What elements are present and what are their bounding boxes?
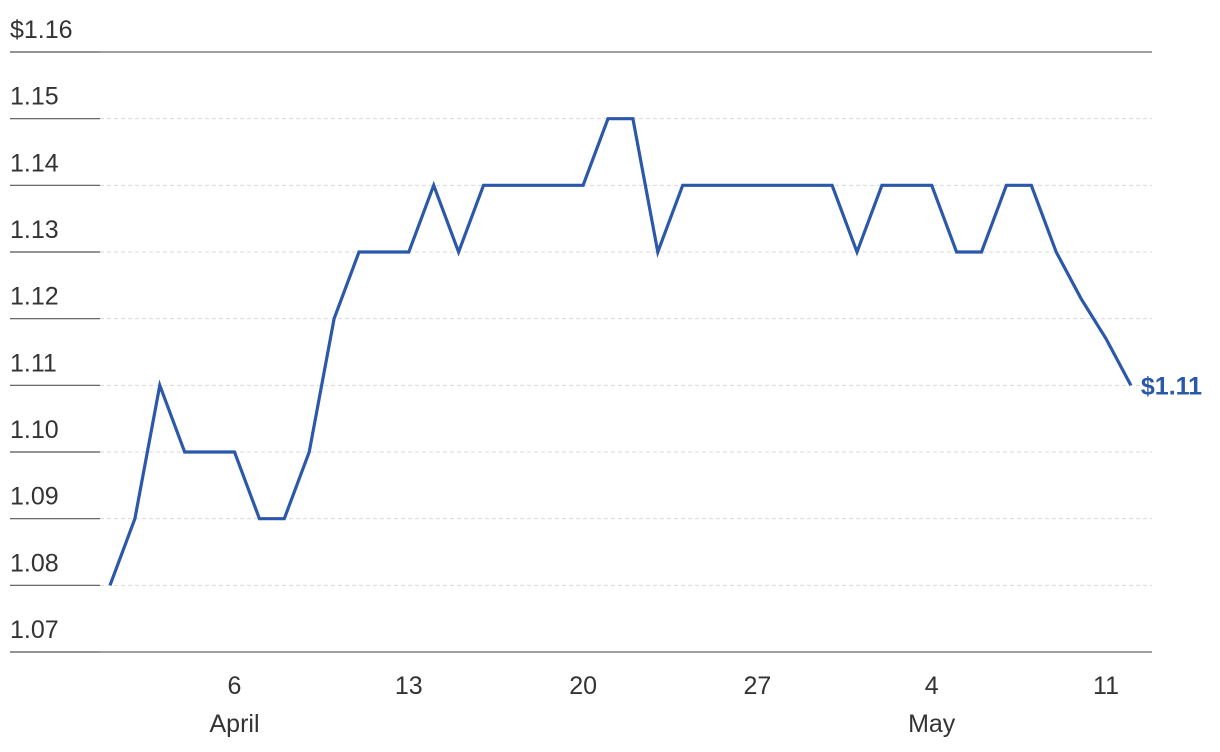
- y-tick-label: 1.13: [10, 216, 59, 244]
- y-tick-label: 1.10: [10, 416, 59, 444]
- x-tick-label: 4: [925, 672, 939, 700]
- x-tick-label: 6: [228, 672, 242, 700]
- y-tick-label: 1.14: [10, 149, 59, 177]
- y-tick-label: 1.08: [10, 549, 59, 577]
- y-tick-label: 1.07: [10, 616, 59, 644]
- x-tick-label: 11: [1093, 672, 1119, 700]
- y-tick-label: $1.16: [10, 16, 73, 44]
- line: [108, 117, 1133, 586]
- y-tick-label: 1.12: [10, 283, 59, 311]
- month-label: April: [209, 710, 259, 738]
- x-tick-label: 27: [743, 672, 771, 700]
- y-tick-label: 1.09: [10, 483, 59, 511]
- x-tick-label: 20: [569, 672, 597, 700]
- y-tick-label: 1.15: [10, 83, 59, 111]
- month-label: May: [908, 710, 956, 738]
- y-tick-label: 1.11: [10, 349, 57, 377]
- end-value-label: $1.11: [1141, 372, 1202, 400]
- x-tick-label: 13: [395, 672, 423, 700]
